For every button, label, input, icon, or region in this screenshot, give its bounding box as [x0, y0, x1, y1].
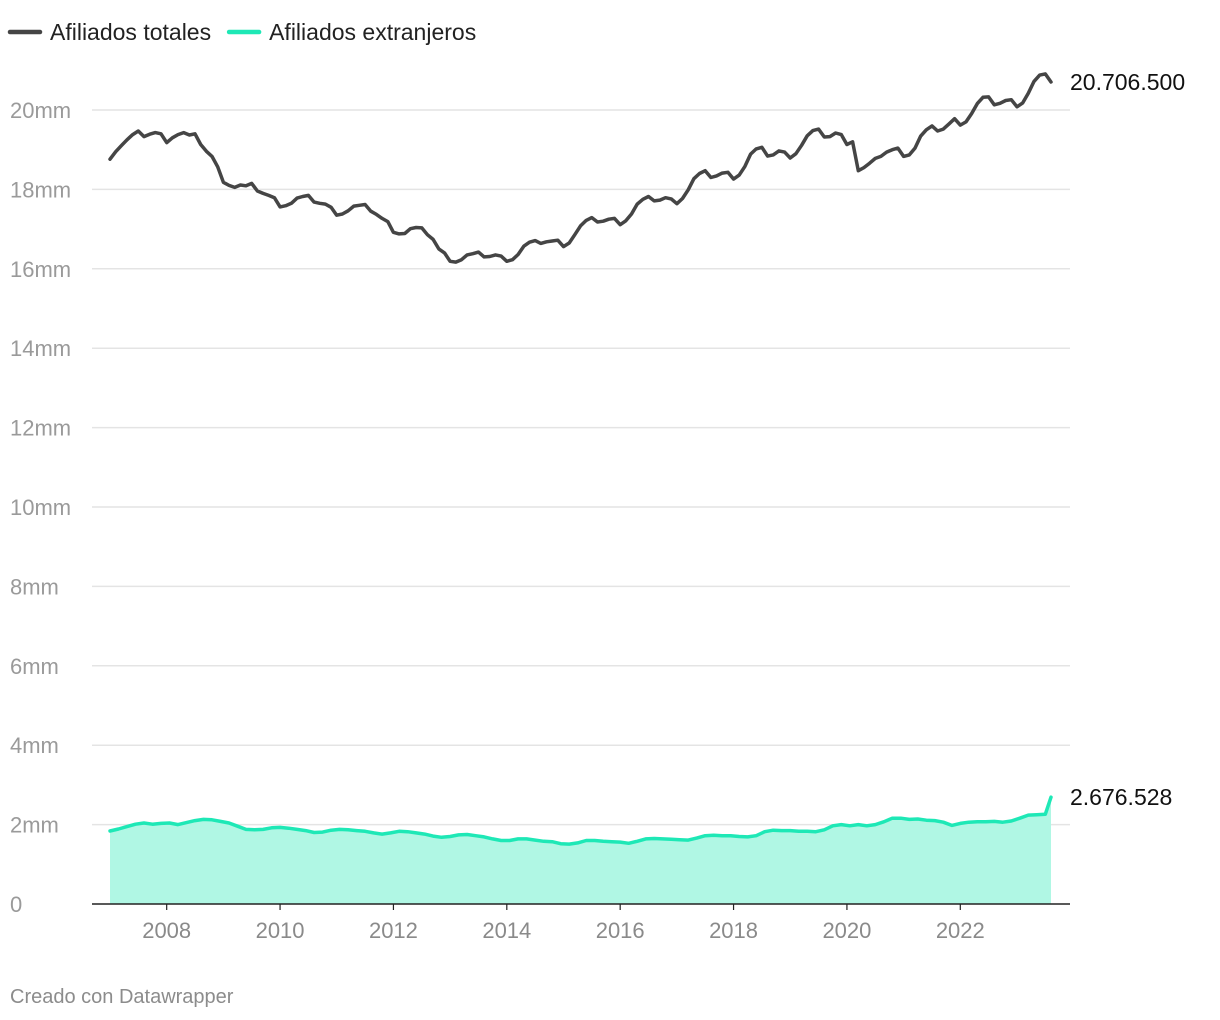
credit-text: Creado con Datawrapper — [10, 986, 234, 1008]
y-tick-label: 8mm — [10, 574, 59, 599]
y-tick-label: 12mm — [10, 416, 71, 441]
series-line — [108, 72, 1053, 264]
y-axis-tick-labels: 0 2mm 4mm 6mm 8mm 10mm 12mm 14mm 16mm 18mm 20mm — [10, 98, 71, 917]
y-tick-label: 18mm — [10, 177, 71, 202]
series-areas — [110, 797, 1051, 904]
x-tick-label: 2010 — [256, 918, 305, 943]
legend: Afiliados totales Afiliados extranjeros — [7, 19, 476, 45]
x-tick-label: 2008 — [142, 918, 191, 943]
x-tick-label: 2016 — [596, 918, 645, 943]
x-tick-label: 2022 — [936, 918, 985, 943]
y-tick-label: 14mm — [10, 336, 71, 361]
y-tick-label: 16mm — [10, 257, 71, 282]
y-tick-label: 0 — [10, 892, 22, 917]
legend-item: Afiliados extranjeros — [226, 19, 476, 45]
y-tick-label: 10mm — [10, 495, 71, 520]
x-tick-label: 2020 — [822, 918, 871, 943]
legend-label: Afiliados extranjeros — [269, 19, 476, 45]
series-end-labels: 2.676.528 20.706.500 — [1070, 69, 1185, 810]
series-end-label: 2.676.528 — [1070, 784, 1172, 810]
x-tick-label: 2012 — [369, 918, 418, 943]
series-end-label: 20.706.500 — [1070, 69, 1185, 95]
series-area — [110, 797, 1051, 904]
series-line — [108, 795, 1053, 846]
series-lines — [108, 72, 1053, 846]
y-tick-label: 20mm — [10, 98, 71, 123]
y-tick-label: 2mm — [10, 813, 59, 838]
x-tick-label: 2018 — [709, 918, 758, 943]
y-tick-label: 4mm — [10, 733, 59, 758]
legend-item: Afiliados totales — [7, 19, 211, 45]
x-axis-ticks: 2008 2010 2012 2014 2016 2018 2020 2022 — [142, 904, 985, 943]
gridlines — [92, 109, 1070, 826]
y-tick-label: 6mm — [10, 654, 59, 679]
legend-label: Afiliados totales — [50, 19, 211, 45]
x-tick-label: 2014 — [482, 918, 531, 943]
